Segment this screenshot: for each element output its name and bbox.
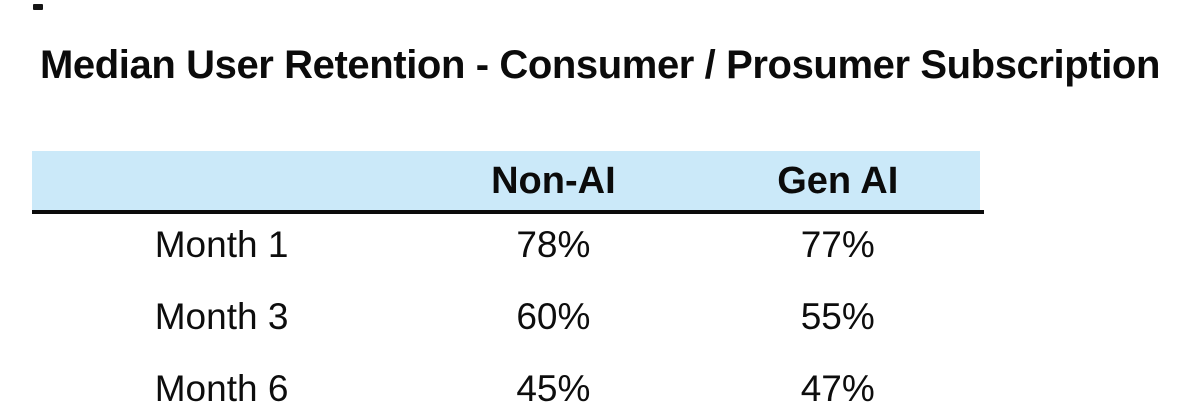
gen-ai-value: 55% bbox=[800, 295, 875, 337]
non-ai-value: 78% bbox=[516, 223, 591, 265]
table-row: Month 3 60% 55% bbox=[32, 280, 980, 352]
crop-artifact-dash bbox=[33, 4, 43, 10]
row-label: Month 6 bbox=[154, 367, 289, 409]
table-row: Month 1 78% 77% bbox=[32, 208, 980, 280]
header-cell-gen-ai: Gen AI bbox=[777, 159, 899, 202]
header-cell-non-ai: Non-AI bbox=[491, 159, 616, 202]
row-label: Month 3 bbox=[154, 295, 289, 337]
non-ai-value: 60% bbox=[516, 295, 591, 337]
gen-ai-value: 47% bbox=[800, 367, 875, 409]
header-divider-rule bbox=[32, 210, 984, 214]
non-ai-value: 45% bbox=[516, 367, 591, 409]
row-label: Month 1 bbox=[154, 223, 289, 265]
table-body: Month 1 78% 77% Month 3 60% 55% Month 6 … bbox=[32, 208, 980, 419]
table-row: Month 6 45% 47% bbox=[32, 352, 980, 419]
chart-title: Median User Retention - Consumer / Prosu… bbox=[40, 43, 1161, 87]
table-header-row: Non-AI Gen AI bbox=[32, 151, 980, 210]
gen-ai-value: 77% bbox=[800, 223, 875, 265]
